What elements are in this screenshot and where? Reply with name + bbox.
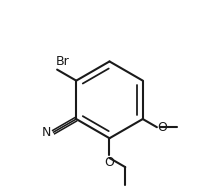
Text: O: O <box>104 156 115 169</box>
Text: O: O <box>157 121 167 134</box>
Text: Br: Br <box>56 55 70 68</box>
Text: N: N <box>42 126 51 139</box>
